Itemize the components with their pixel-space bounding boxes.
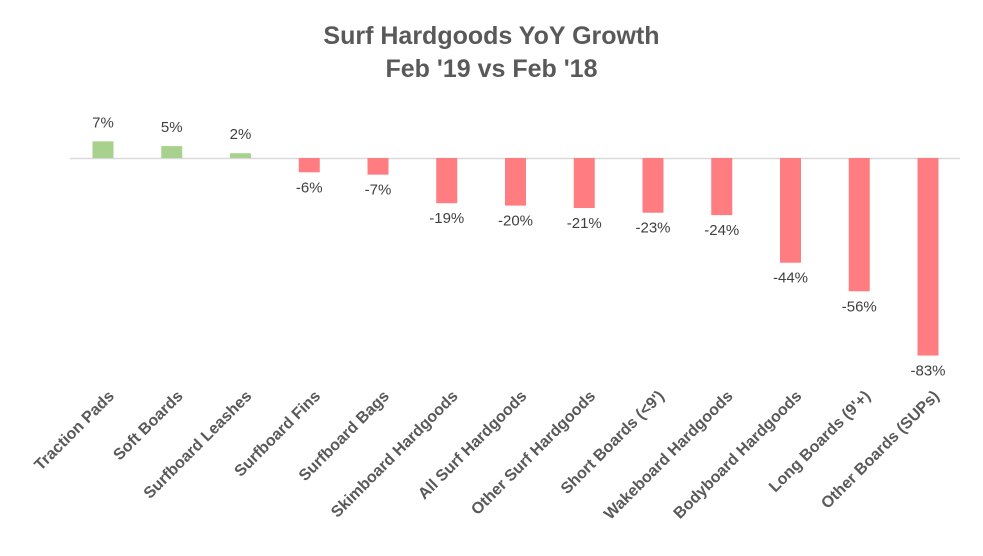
data-label-4: -7% bbox=[365, 182, 392, 199]
bar-1 bbox=[161, 146, 183, 158]
bar-2 bbox=[230, 153, 251, 158]
data-labels-group: 7% 5% 2% -6% -7% -19% -20% -21% -23% -24% -44% -56%… bbox=[92, 114, 945, 379]
bar-8 bbox=[642, 158, 664, 213]
bar-6 bbox=[505, 158, 526, 206]
bar-12 bbox=[917, 158, 939, 356]
category-label-5: Skimboard Hardgoods bbox=[328, 388, 461, 521]
bar-4 bbox=[367, 158, 389, 175]
data-label-3: -6% bbox=[296, 179, 323, 196]
bar-7 bbox=[573, 158, 595, 208]
bar-10 bbox=[780, 158, 801, 263]
bars-group bbox=[92, 141, 939, 356]
bar-3 bbox=[298, 158, 320, 173]
bar-11 bbox=[848, 158, 870, 292]
data-label-12: -83% bbox=[910, 363, 945, 380]
category-label-10: Bodyboard Hardgoods bbox=[671, 388, 806, 523]
data-label-6: -20% bbox=[498, 213, 533, 230]
data-label-2: 2% bbox=[230, 126, 252, 143]
bar-9 bbox=[711, 158, 733, 216]
category-label-9: Wakeboard Hardgoods bbox=[601, 388, 737, 524]
chart-subtitle: Feb '19 vs Feb '18 bbox=[385, 55, 598, 83]
data-label-5: -19% bbox=[429, 210, 464, 227]
data-label-7: -21% bbox=[567, 215, 602, 232]
bar-5 bbox=[436, 158, 458, 204]
category-label-7: Other Surf Hardgoods bbox=[468, 388, 599, 519]
chart-title: Surf Hardgoods YoY Growth Feb '19 vs Feb… bbox=[0, 20, 983, 86]
data-label-0: 7% bbox=[92, 114, 114, 131]
data-label-8: -23% bbox=[635, 220, 670, 237]
data-label-9: -24% bbox=[704, 222, 739, 239]
data-label-1: 5% bbox=[161, 119, 183, 136]
category-label-0: Traction Pads bbox=[32, 388, 118, 474]
data-label-10: -44% bbox=[773, 270, 808, 287]
chart-title-line: Surf Hardgoods YoY Growth bbox=[323, 22, 660, 50]
bar-0 bbox=[92, 141, 114, 158]
data-label-11: -56% bbox=[842, 298, 877, 315]
category-label-12: Other Boards (SUPs) bbox=[818, 388, 943, 513]
category-label-1: Soft Boards bbox=[110, 388, 186, 464]
